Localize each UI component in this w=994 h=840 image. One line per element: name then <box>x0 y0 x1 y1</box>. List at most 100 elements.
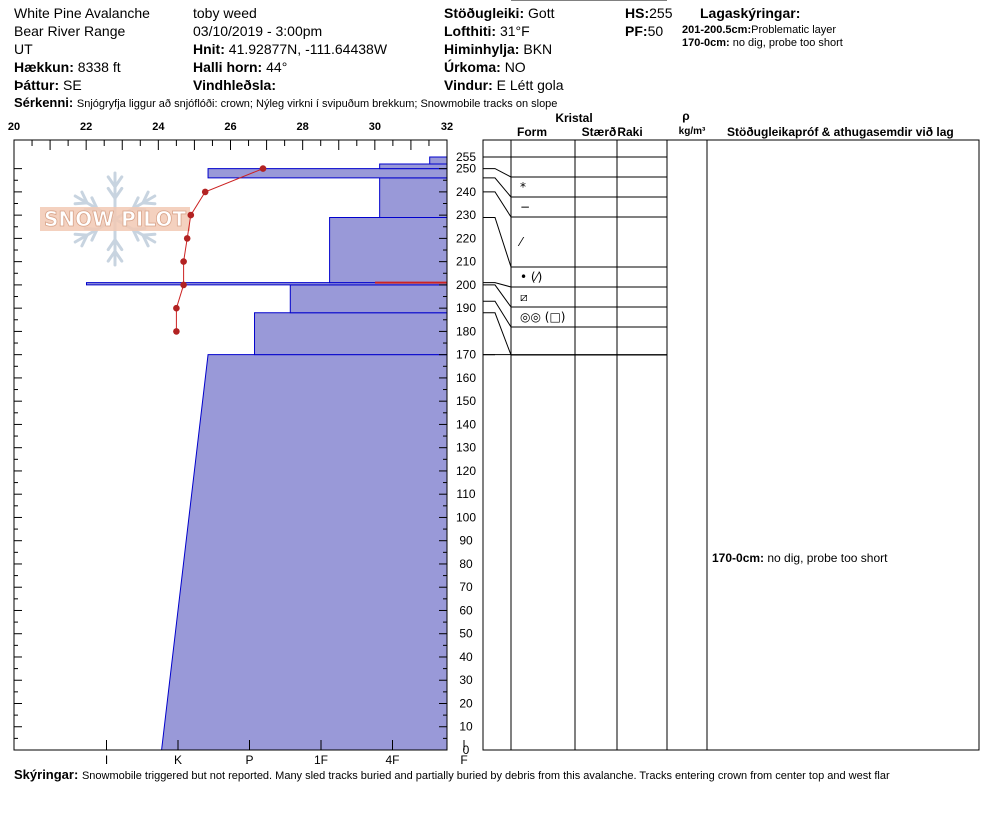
snowflake-branch <box>141 190 150 205</box>
height-tick-label: 130 <box>456 441 476 455</box>
temperature-point <box>183 235 191 242</box>
hardness-layer-bar <box>429 156 448 165</box>
crystal-form-symbol: ⁄ <box>517 235 525 249</box>
crystal-header: Kristal <box>555 111 592 125</box>
snowflake-branch <box>113 238 124 252</box>
snowflake-branch <box>113 175 124 189</box>
hardness-layer-bar <box>379 163 448 170</box>
snowflake-branch <box>90 196 99 211</box>
size-header: Stærð <box>582 125 617 139</box>
height-tick-label: 200 <box>456 278 476 292</box>
layer-table: Kristal Form Stærð Raki ρ kg/m³ Stöðugleikapró… <box>482 0 980 751</box>
height-tick-label: 150 <box>456 394 476 408</box>
layer-leader-line <box>483 217 512 268</box>
temperature-point <box>187 211 195 219</box>
height-tick-label: 110 <box>456 487 475 501</box>
crystal-form-symbol: ◎◎ (□) <box>520 310 565 324</box>
features: Sérkenni: Snjógryfja liggur að snjóflóði… <box>14 95 558 110</box>
air-temperature: Lofthiti: 31°F <box>444 23 530 39</box>
height-tick-label: 60 <box>459 603 473 617</box>
table-frame <box>482 139 980 751</box>
crystal-form-symbol: • (⁄) <box>520 270 542 284</box>
sky-cover: Himinhylja: BKN <box>444 41 553 57</box>
crystal-form-symbol: * <box>520 180 526 194</box>
layer-leader-line <box>483 312 512 356</box>
height-tick-label: 100 <box>456 510 476 524</box>
hardness-layers <box>86 156 448 751</box>
stability-comments-header: Stöðugleikapróf & athugasemdir við lag <box>727 125 954 139</box>
hardness-layer-bar <box>161 354 448 751</box>
layer-leader-line <box>483 168 512 178</box>
temperature-point <box>173 304 180 312</box>
stability-comment: 170-0cm: no dig, probe too short <box>712 551 888 565</box>
height-tick-label: 0 <box>463 743 470 757</box>
height-tick-label: 220 <box>456 231 476 245</box>
temperature-point <box>201 188 209 196</box>
date-time: 03/10/2019 - 3:00pm <box>193 23 323 39</box>
layer-note-2: 170-0cm: no dig, probe too short <box>682 37 843 49</box>
hardness-tick-label: 1F <box>314 753 328 767</box>
temp-tick-label: 32 <box>441 121 453 133</box>
snowflake-branch <box>106 249 117 263</box>
height-tick-label: 70 <box>459 580 473 594</box>
coordinates: Hnit: 41.92877N, -111.64438W <box>193 41 388 57</box>
snowflake-branch <box>131 196 140 211</box>
snowflake-branch <box>90 227 99 242</box>
aspect: Þáttur: SE <box>14 77 82 93</box>
wind: Vindur: E Létt gola <box>444 77 564 93</box>
height-tick-label: 140 <box>456 417 476 431</box>
snowflake-branch <box>106 238 117 252</box>
moisture-header: Raki <box>617 125 642 139</box>
temp-tick-label: 24 <box>152 121 165 133</box>
height-tick-label: 250 <box>456 162 476 176</box>
temp-tick-label: 26 <box>224 121 236 133</box>
crystal-form-symbol: − <box>520 200 530 214</box>
location-name: White Pine Avalanche <box>14 5 150 21</box>
height-tick-label: 160 <box>456 371 476 385</box>
hardness-layer-bar <box>254 312 448 356</box>
layer-leader-line <box>483 282 512 288</box>
hardness-layer-bar <box>289 284 448 314</box>
snowflake-branch <box>73 201 89 206</box>
form-header: Form <box>517 125 547 139</box>
observer: toby weed <box>193 5 257 21</box>
layer-leader-line <box>483 177 512 198</box>
temp-tick-label: 20 <box>8 121 20 133</box>
hardness-layer-bar <box>379 177 448 218</box>
temperature-line <box>175 168 264 332</box>
snowflake-branch <box>141 201 157 206</box>
height-tick-label: 180 <box>456 324 476 338</box>
height-tick-label: 240 <box>456 185 476 199</box>
snow-height: HS:255 <box>625 5 673 21</box>
temperature-point <box>173 328 180 335</box>
height-tick-label: 120 <box>456 464 476 478</box>
snowflake-branch <box>80 190 89 205</box>
hardness-tick-label: 4F <box>385 753 399 767</box>
density-unit: kg/m³ <box>679 126 706 137</box>
snowflake-branch <box>131 227 140 242</box>
temp-tick-label: 30 <box>369 121 381 133</box>
layer-leader-line <box>483 284 512 308</box>
height-tick-label: 10 <box>459 720 473 734</box>
snowflake-branch <box>141 232 157 237</box>
precipitation: Úrkoma: NO <box>444 59 526 75</box>
snowflake-branch <box>106 175 117 189</box>
temp-tick-label: 22 <box>80 121 92 133</box>
height-tick-label: 50 <box>459 627 473 641</box>
footer-notes: Skýringar: Snowmobile triggered but not … <box>14 767 890 782</box>
watermark-text: SNOW PILOT <box>44 207 186 231</box>
hardness-tick-label: K <box>174 753 182 767</box>
temperature-profile <box>173 165 267 335</box>
height-tick-label: 210 <box>456 255 476 269</box>
chart-axes: 20 22 24 26 28 30 32 I K P 1F 4F F0 10 20 30 40 50 60 70 80 9… <box>8 121 476 767</box>
layer-leader-line <box>483 191 512 218</box>
snowflake-branch <box>80 233 89 248</box>
layer-note-1: 201-200.5cm:Problematic layer <box>682 24 837 36</box>
stability: Stöðugleiki: Gott <box>444 5 555 21</box>
height-tick-label: 230 <box>456 208 476 222</box>
height-tick-label: 80 <box>459 557 473 571</box>
temperature-point <box>180 258 187 265</box>
snowflake-branch <box>141 233 150 248</box>
snowflake-branch <box>106 186 117 200</box>
